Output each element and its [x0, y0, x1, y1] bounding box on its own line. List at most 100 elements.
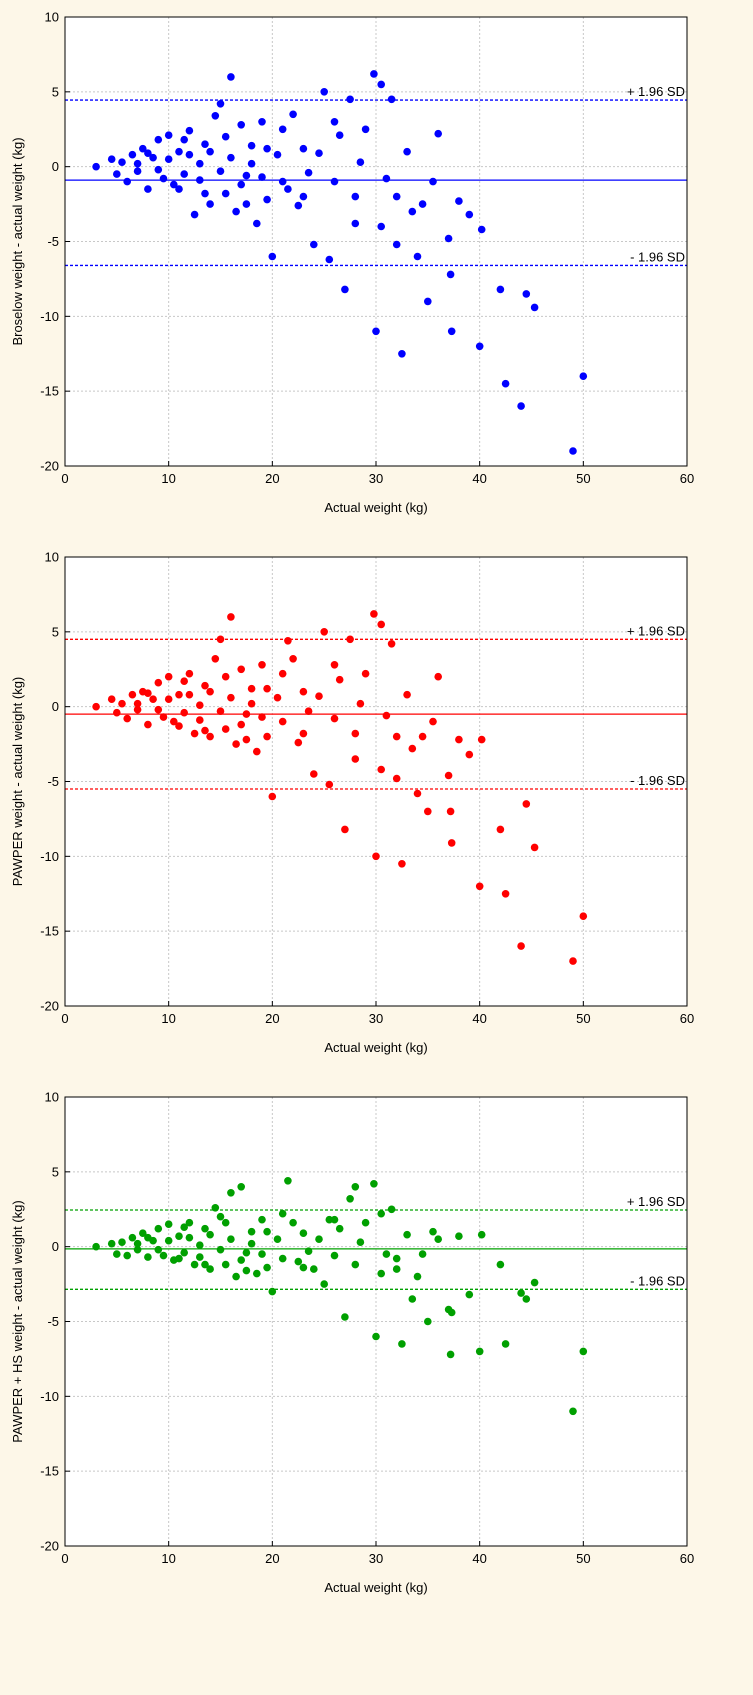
x-tick-label: 40: [472, 1551, 486, 1566]
data-point: [216, 707, 225, 715]
x-tick-label: 40: [472, 1011, 486, 1026]
data-point: [107, 1239, 116, 1248]
y-tick-label: -5: [47, 774, 59, 789]
data-point: [133, 1245, 142, 1254]
data-point: [455, 197, 463, 205]
data-point: [346, 635, 354, 644]
data-point: [252, 219, 261, 228]
data-point: [370, 610, 378, 618]
scatter-chart-1: + 1.96 SD- 1.96 SD0 10 20 30 40 50 60-20-15-10…: [10, 10, 694, 516]
data-point: [180, 708, 188, 717]
data-point: [477, 1230, 486, 1239]
data-point: [170, 717, 178, 726]
y-tick-label: 0: [52, 1239, 59, 1254]
data-point: [408, 744, 417, 753]
x-tick-label: 0: [61, 1551, 68, 1566]
data-point: [429, 1227, 437, 1236]
data-point: [517, 942, 525, 950]
y-tick-label: 0: [52, 159, 59, 174]
data-point: [341, 825, 349, 834]
data-point: [258, 1250, 266, 1258]
data-point: [263, 195, 271, 204]
data-point: [522, 290, 531, 298]
data-point: [216, 1245, 225, 1254]
data-point: [237, 180, 245, 189]
data-point: [392, 732, 401, 741]
data-point: [263, 144, 271, 153]
upper-limit-label: + 1.96 SD: [627, 84, 685, 99]
data-point: [304, 168, 313, 177]
y-tick-label: -15: [40, 924, 59, 939]
data-point: [341, 1313, 349, 1321]
data-point: [330, 714, 339, 723]
x-tick-label: 50: [576, 1551, 590, 1566]
data-point: [501, 890, 510, 898]
data-point: [424, 1317, 432, 1326]
x-tick-label: 40: [472, 471, 486, 486]
data-point: [201, 1224, 209, 1233]
x-tick-label: 0: [61, 1011, 68, 1026]
y-tick-label: 5: [52, 624, 59, 639]
data-point: [408, 207, 417, 216]
lower-limit-label: - 1.96 SD: [630, 249, 685, 264]
data-point: [268, 792, 277, 801]
data-point: [530, 303, 539, 312]
data-point: [294, 1257, 303, 1266]
data-point: [164, 1236, 173, 1245]
data-point: [175, 1232, 183, 1240]
data-point: [113, 170, 121, 178]
y-tick-label: -20: [40, 999, 59, 1014]
data-point: [273, 1235, 282, 1243]
data-point: [330, 1251, 339, 1260]
data-point: [382, 174, 391, 183]
data-point: [149, 695, 157, 703]
data-point: [501, 1340, 510, 1348]
data-point: [175, 1254, 183, 1263]
data-point: [310, 1265, 318, 1273]
data-point: [377, 765, 386, 774]
data-point: [154, 165, 163, 174]
data-point: [335, 131, 344, 139]
data-point: [398, 350, 406, 358]
data-point: [418, 200, 427, 208]
data-point: [164, 695, 173, 703]
data-point: [372, 327, 380, 336]
data-point: [258, 118, 266, 126]
data-point: [232, 740, 240, 748]
data-point: [221, 189, 230, 198]
data-point: [351, 192, 360, 201]
data-point: [392, 1265, 401, 1273]
data-point: [361, 125, 370, 134]
data-point: [346, 95, 354, 104]
data-point: [335, 1224, 344, 1233]
data-point: [496, 285, 505, 294]
data-point: [92, 1242, 100, 1251]
data-point: [569, 957, 577, 965]
data-point: [351, 755, 360, 763]
data-point: [268, 252, 277, 261]
data-point: [361, 669, 370, 678]
data-point: [278, 177, 287, 186]
data-point: [413, 252, 422, 261]
data-point: [446, 807, 455, 816]
data-point: [387, 95, 396, 104]
data-point: [372, 852, 380, 861]
y-tick-label: 10: [45, 550, 59, 565]
data-point: [128, 1233, 137, 1242]
data-point: [356, 158, 365, 166]
data-point: [278, 717, 287, 726]
data-point: [154, 1224, 163, 1233]
data-point: [278, 1209, 287, 1218]
data-point: [530, 1278, 539, 1287]
data-point: [211, 655, 220, 663]
data-point: [465, 210, 474, 219]
data-point: [299, 144, 308, 153]
data-point: [356, 1238, 365, 1246]
data-point: [496, 825, 505, 834]
data-point: [185, 1233, 194, 1242]
data-point: [221, 1260, 230, 1269]
x-axis-label: Actual weight (kg): [324, 500, 427, 515]
data-point: [237, 1183, 245, 1191]
data-point: [289, 655, 297, 663]
data-point: [356, 699, 365, 708]
